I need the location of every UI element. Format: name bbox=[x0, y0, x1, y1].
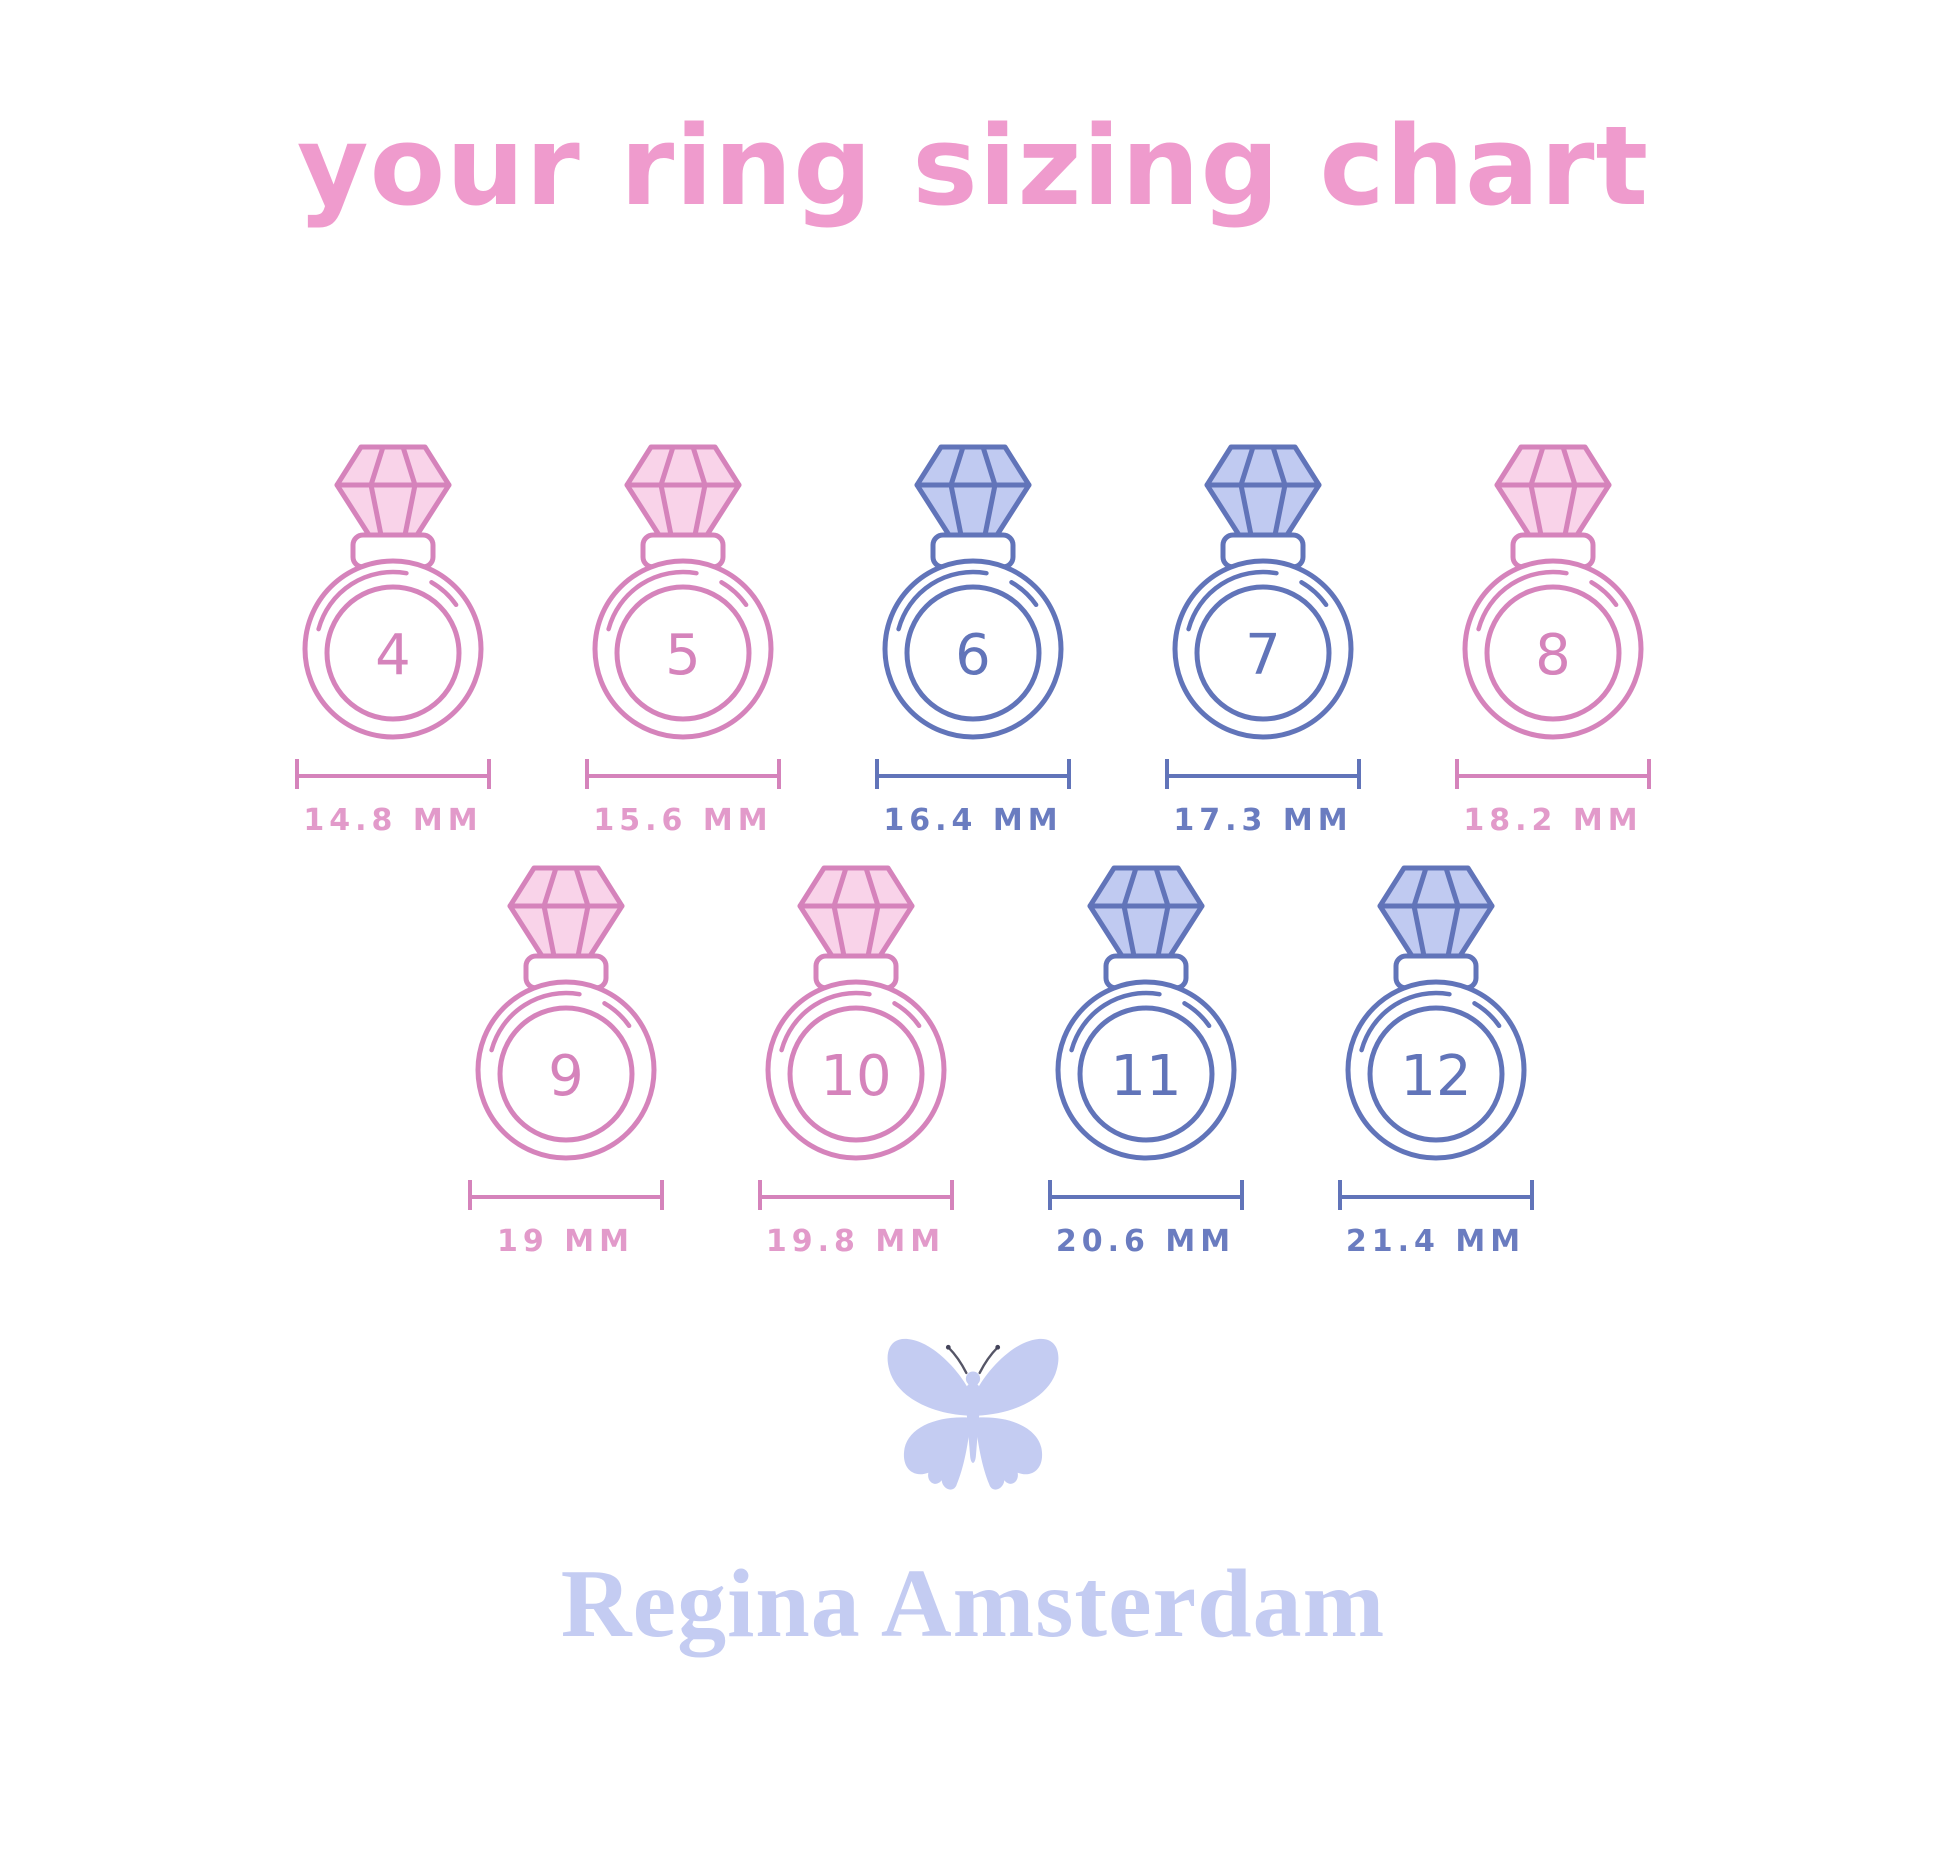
diamond-ring-icon: 11 bbox=[1036, 858, 1256, 1164]
diameter-measure-line bbox=[1165, 759, 1361, 789]
diameter-measure-line bbox=[757, 1180, 954, 1210]
ring-size-number: 11 bbox=[1110, 1044, 1181, 1109]
diamond-ring-icon: 10 bbox=[746, 858, 966, 1164]
diameter-measure-line bbox=[585, 759, 781, 789]
diameter-measure-line bbox=[1047, 1180, 1244, 1210]
ring-size-5-item: 5 15.6 MM bbox=[563, 437, 803, 838]
diamond-ring-icon: 8 bbox=[1443, 437, 1663, 743]
ring-size-11-item: 11 20.6 MM bbox=[1026, 858, 1266, 1259]
butterfly-icon bbox=[886, 1337, 1060, 1491]
diamond-ring-icon: 7 bbox=[1153, 437, 1373, 743]
diameter-label: 19 MM bbox=[497, 1224, 634, 1259]
ring-size-number: 10 bbox=[820, 1044, 891, 1109]
ring-size-4-item: 4 14.8 MM bbox=[273, 437, 513, 838]
ring-size-10-item: 10 19.8 MM bbox=[736, 858, 976, 1259]
ring-sizing-chart-page: your ring sizing chart 4 14.8 MM 5 15.6 … bbox=[0, 100, 1946, 1852]
diameter-label: 14.8 MM bbox=[303, 803, 483, 838]
ring-row-2: 9 19 MM 10 19.8 MM 11 20.6 MM 12 bbox=[0, 858, 1946, 1259]
ring-size-number: 4 bbox=[375, 623, 411, 688]
ring-size-number: 8 bbox=[1535, 623, 1571, 688]
brand-name: Regina Amsterdam bbox=[560, 1550, 1386, 1658]
diamond-ring-icon: 5 bbox=[573, 437, 793, 743]
page-title: your ring sizing chart bbox=[296, 102, 1650, 230]
diameter-label: 19.8 MM bbox=[765, 1224, 946, 1259]
diameter-label: 21.4 MM bbox=[1345, 1224, 1526, 1259]
brand-footer: Regina Amsterdam bbox=[0, 1329, 1946, 1656]
diameter-measure-line bbox=[467, 1180, 664, 1210]
diamond-ring-icon: 9 bbox=[456, 858, 676, 1164]
diamond-ring-icon: 4 bbox=[283, 437, 503, 743]
diameter-label: 15.6 MM bbox=[593, 803, 773, 838]
diameter-measure-line bbox=[295, 759, 491, 789]
ring-size-6-item: 6 16.4 MM bbox=[853, 437, 1093, 838]
diameter-label: 18.2 MM bbox=[1463, 803, 1643, 838]
diameter-measure-line bbox=[875, 759, 1071, 789]
diameter-label: 20.6 MM bbox=[1055, 1224, 1236, 1259]
diamond-ring-icon: 6 bbox=[863, 437, 1083, 743]
diameter-measure-line bbox=[1337, 1180, 1534, 1210]
ring-size-number: 9 bbox=[548, 1044, 584, 1109]
ring-size-9-item: 9 19 MM bbox=[446, 858, 686, 1259]
diameter-label: 17.3 MM bbox=[1173, 803, 1353, 838]
ring-row-1: 4 14.8 MM 5 15.6 MM 6 16.4 MM 7 bbox=[0, 437, 1946, 838]
ring-size-8-item: 8 18.2 MM bbox=[1433, 437, 1673, 838]
ring-size-number: 5 bbox=[665, 623, 701, 688]
ring-size-12-item: 12 21.4 MM bbox=[1316, 858, 1556, 1259]
ring-size-number: 7 bbox=[1245, 623, 1281, 688]
ring-size-7-item: 7 17.3 MM bbox=[1143, 437, 1383, 838]
diameter-label: 16.4 MM bbox=[883, 803, 1063, 838]
diameter-measure-line bbox=[1455, 759, 1651, 789]
ring-size-number: 12 bbox=[1400, 1044, 1471, 1109]
diamond-ring-icon: 12 bbox=[1326, 858, 1546, 1164]
ring-size-number: 6 bbox=[955, 623, 991, 688]
